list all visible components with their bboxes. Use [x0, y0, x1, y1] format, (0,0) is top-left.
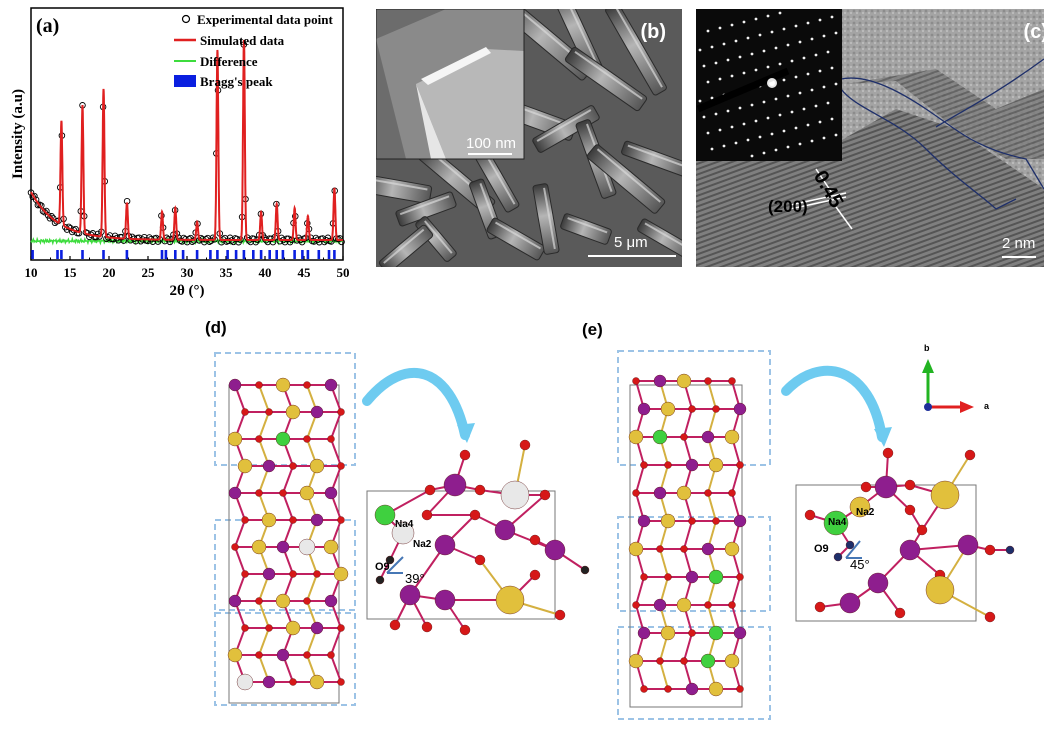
x-tick-label: 35 — [220, 265, 234, 280]
xrd-chart: 10 15 20 25 30 35 40 45 50 (a) Intensity (a.u) 2… — [10, 7, 350, 299]
atom-label-na2-e: Na2 — [856, 507, 875, 518]
axis-label-a: a — [984, 401, 990, 411]
x-tick-label: 50 — [337, 265, 350, 280]
bragg-peak-marker — [252, 250, 255, 259]
legend-marker-bragg — [174, 75, 196, 87]
bragg-peak-marker — [281, 250, 285, 259]
bragg-peak-marker — [164, 250, 168, 259]
panel-label-d: (d) — [205, 318, 227, 337]
main-scale-text: 5 μm — [614, 234, 648, 251]
bragg-peak-marker — [195, 250, 199, 259]
inset-scalebar — [468, 153, 512, 155]
panel-label-c: (c) — [1023, 21, 1044, 43]
bragg-peak-marker — [259, 250, 263, 259]
x-tick-label: 45 — [298, 265, 312, 280]
legend-marker-experimental — [181, 14, 191, 24]
panel-label-e: (e) — [582, 320, 603, 339]
sem-inset — [376, 9, 525, 160]
atom-label-na4-d: Na4 — [395, 519, 414, 530]
legend-difference: Difference — [200, 54, 258, 69]
structure-d-graphic — [214, 352, 590, 706]
bragg-peak-marker — [306, 250, 310, 259]
panel-a: 10 15 20 25 30 35 40 45 50 (a) Intensity (a.u) 2… — [0, 0, 360, 300]
x-axis-label: 2θ (°) — [169, 283, 204, 299]
bragg-peak-marker — [160, 250, 164, 259]
angle-label-e: 45° — [850, 557, 870, 572]
main-scalebar — [588, 255, 676, 257]
bragg-peak-marker — [234, 250, 238, 259]
bragg-peak-marker — [333, 250, 336, 259]
panel-c-tem-image: 0.45 (200) 2 nm (c) — [696, 9, 1044, 267]
axis-indicator — [922, 359, 974, 413]
experimental-point — [27, 189, 35, 196]
bragg-peak-marker — [209, 250, 212, 259]
bragg-peak-marker — [226, 250, 229, 259]
x-tick-label: 40 — [259, 265, 272, 280]
bragg-peak-marker — [81, 250, 84, 259]
x-tick-label: 25 — [142, 265, 156, 280]
axis-label-b: b — [924, 343, 930, 353]
legend-bragg: Bragg's peak — [200, 74, 273, 89]
bragg-peak-marker — [102, 250, 105, 259]
atom-label-o9-d: O9 — [375, 561, 390, 573]
bragg-peak-marker — [327, 250, 331, 259]
experimental-point — [250, 235, 258, 243]
tem-lattice-graphic — [696, 9, 1044, 267]
inset-scale-text: 100 nm — [466, 135, 517, 152]
panel-label-a: (a) — [36, 15, 59, 37]
atom-label-o9-e: O9 — [814, 543, 829, 555]
tem-scale-text: 2 nm — [1002, 235, 1036, 252]
plane-label: (200) — [768, 197, 808, 216]
sem-rods-graphic — [376, 9, 682, 267]
x-tick-label: 15 — [64, 265, 78, 280]
tem-scalebar — [1002, 256, 1036, 258]
experimental-point — [285, 235, 292, 242]
bragg-peak-marker — [317, 250, 321, 259]
experimental-point — [41, 208, 48, 216]
legend-simulated: Simulated data — [200, 33, 285, 48]
bragg-peak-marker — [293, 250, 296, 259]
bragg-peak-marker — [125, 250, 129, 259]
bragg-peak-marker — [31, 250, 34, 259]
bragg-peak-marker — [268, 250, 271, 259]
atom-label-na4-e: Na4 — [828, 517, 847, 528]
bragg-peak-marker — [174, 250, 177, 259]
bragg-peak-marker — [242, 250, 246, 259]
bragg-peak-marker — [275, 250, 278, 259]
panel-label-b: (b) — [640, 21, 666, 43]
y-axis-label: Intensity (a.u) — [10, 89, 26, 179]
saed-inset — [696, 9, 842, 161]
bragg-peak-marker — [301, 250, 304, 259]
x-tick-label: 20 — [103, 265, 116, 280]
x-tick-label: 10 — [25, 265, 38, 280]
bragg-peak-marker — [56, 250, 59, 259]
panel-e-structure: b a Na4 Na2 O9 45° — [610, 343, 1044, 728]
atom-label-na2-d: Na2 — [413, 539, 432, 550]
x-tick-label: 30 — [181, 265, 194, 280]
bragg-peak-marker — [181, 250, 185, 259]
structure-e-graphic — [617, 350, 1015, 720]
panel-d-structure: Na4 Na2 O9 39° — [205, 345, 615, 728]
simulated-curve — [30, 39, 343, 241]
angle-label-d: 39° — [405, 571, 425, 586]
bragg-peak-marker — [216, 250, 219, 259]
bragg-peak-marker — [60, 250, 63, 259]
legend-experimental: Experimental data point — [197, 12, 333, 27]
legend: Experimental data point Simulated data D… — [174, 12, 333, 89]
panel-b-sem-image: 100 nm 5 μm (b) — [376, 9, 682, 267]
